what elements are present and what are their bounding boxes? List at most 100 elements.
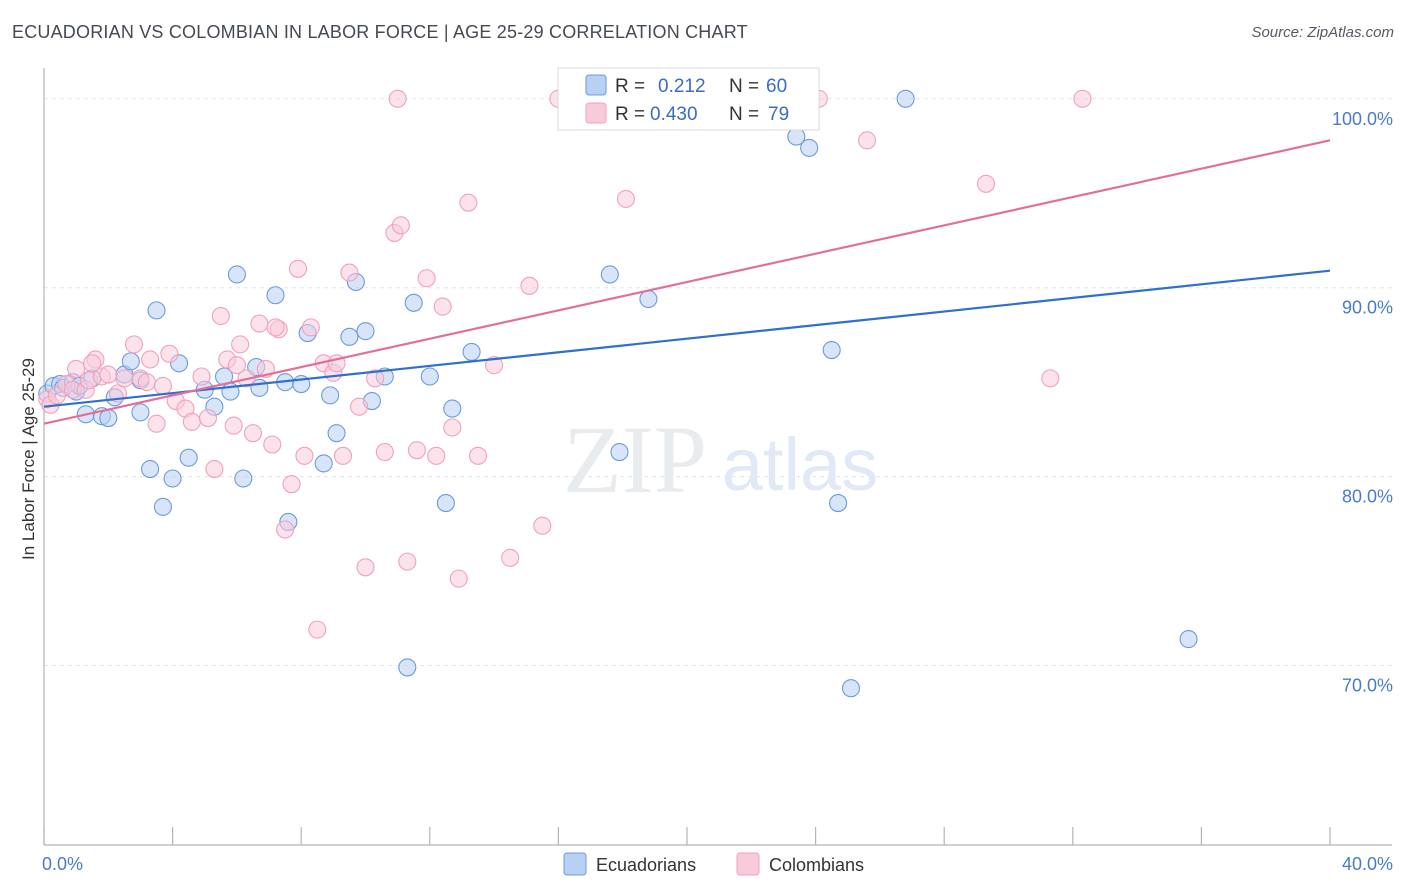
- colombian-point-36: [283, 476, 300, 493]
- data-points: [39, 90, 1197, 696]
- ecuadorian-point-59: [1180, 631, 1197, 648]
- colombian-point-30: [244, 425, 261, 442]
- x-tick-labels: 0.0% 40.0%: [42, 854, 1393, 874]
- colombian-point-35: [277, 521, 294, 538]
- colombian-point-22: [193, 368, 210, 385]
- watermark-atlas: atlas: [722, 423, 878, 506]
- watermark: ZIP atlas: [563, 406, 878, 513]
- ecuadorian-point-18: [154, 498, 171, 515]
- colombian-point-71: [1042, 370, 1059, 387]
- ecuadorian-point-10: [100, 410, 117, 427]
- colombian-point-23: [199, 410, 216, 427]
- colombian-point-52: [408, 442, 425, 459]
- scatter-chart: ZIP atlas 100.0% 90.0% 80.0% 70.0% 0.0% 40.0…: [0, 0, 1406, 892]
- colombian-point-50: [392, 217, 409, 234]
- ecuadorian-point-58: [897, 90, 914, 107]
- axes: [44, 68, 1392, 845]
- colombian-point-21: [183, 413, 200, 430]
- colombian-point-38: [296, 447, 313, 464]
- x-tick-label-1: 40.0%: [1342, 854, 1393, 874]
- ecuadorian-point-48: [463, 343, 480, 360]
- colombian-point-44: [341, 264, 358, 281]
- ecuadorian-point-50: [601, 266, 618, 283]
- colombian-point-24: [206, 461, 223, 478]
- colombian-point-61: [502, 549, 519, 566]
- series-legend: Ecuadorians Colombians: [564, 853, 864, 875]
- legend-r-label-2: R =: [615, 104, 645, 125]
- ecuadorian-point-21: [180, 449, 197, 466]
- legend-r-value-2: 0.430: [650, 104, 698, 125]
- colombian-point-63: [534, 517, 551, 534]
- legend-bottom-swatch-colombians: [737, 853, 759, 875]
- colombian-point-72: [1074, 90, 1091, 107]
- colombian-point-55: [434, 298, 451, 315]
- y-tick-label-3: 70.0%: [1342, 676, 1393, 696]
- ecuadorian-point-35: [315, 455, 332, 472]
- colombian-point-69: [859, 132, 876, 149]
- legend-n-label-2: N =: [729, 104, 759, 125]
- colombian-point-15: [138, 374, 155, 391]
- legend-swatch-colombians: [586, 103, 606, 123]
- colombian-point-57: [450, 570, 467, 587]
- ecuadorian-point-37: [328, 425, 345, 442]
- ecuadorian-point-19: [164, 470, 181, 487]
- colombian-point-46: [357, 559, 374, 576]
- legend-bottom-swatch-ecuadorians: [564, 853, 586, 875]
- y-tick-label-1: 90.0%: [1342, 298, 1393, 318]
- legend-r-value-1: 0.212: [658, 76, 706, 97]
- ecuadorian-point-43: [399, 659, 416, 676]
- colombian-point-13: [126, 336, 143, 353]
- ecuadorian-point-45: [421, 368, 438, 385]
- ecuadorian-point-55: [830, 495, 847, 512]
- y-tick-label-2: 80.0%: [1342, 487, 1393, 507]
- colombian-point-12: [116, 370, 133, 387]
- colombian-point-70: [977, 175, 994, 192]
- legend-n-label-1: N =: [729, 76, 759, 97]
- colombian-point-33: [264, 436, 281, 453]
- correlation-legend: R = 0.212 N = 60 R = 0.430 N = 79: [558, 68, 819, 130]
- ecuadorian-point-54: [801, 139, 818, 156]
- colombian-point-58: [460, 194, 477, 211]
- ecuadorian-point-27: [235, 470, 252, 487]
- ecuadorian-point-26: [228, 266, 245, 283]
- ecuadorian-point-52: [640, 291, 657, 308]
- colombian-point-37: [289, 260, 306, 277]
- ecuadorian-point-44: [405, 294, 422, 311]
- colombian-point-39: [302, 319, 319, 336]
- ecuadorian-point-15: [132, 404, 149, 421]
- ecuadorian-point-38: [341, 328, 358, 345]
- colombian-point-18: [161, 345, 178, 362]
- colombian-point-77: [228, 357, 245, 374]
- colombian-point-76: [142, 351, 159, 368]
- ecuadorian-point-13: [122, 353, 139, 370]
- legend-n-value-2: 79: [768, 104, 789, 125]
- legend-bottom-label-colombians: Colombians: [769, 855, 864, 875]
- colombian-point-75: [84, 355, 101, 372]
- colombian-point-48: [376, 444, 393, 461]
- colombian-point-27: [225, 417, 242, 434]
- colombian-point-56: [444, 419, 461, 436]
- ecuadorian-point-30: [267, 287, 284, 304]
- legend-r-label-1: R =: [615, 76, 645, 97]
- colombian-point-25: [212, 308, 229, 325]
- colombian-point-45: [351, 398, 368, 415]
- colombian-point-40: [309, 621, 326, 638]
- ecuadorian-point-36: [322, 387, 339, 404]
- legend-bottom-label-ecuadorians: Ecuadorians: [596, 855, 696, 875]
- colombian-point-53: [418, 270, 435, 287]
- colombian-point-16: [148, 415, 165, 432]
- colombian-point-74: [267, 319, 284, 336]
- colombian-point-43: [334, 447, 351, 464]
- ecuadorian-point-16: [142, 461, 159, 478]
- colombian-point-54: [428, 447, 445, 464]
- y-tick-label-0: 100.0%: [1332, 109, 1393, 129]
- ecuadorian-point-57: [842, 680, 859, 697]
- watermark-zip: ZIP: [563, 406, 707, 513]
- colombian-point-31: [251, 315, 268, 332]
- colombian-point-73: [389, 90, 406, 107]
- ecuadorian-point-51: [611, 444, 628, 461]
- ecuadorian-point-46: [437, 495, 454, 512]
- ecuadorian-point-47: [444, 400, 461, 417]
- colombian-point-51: [399, 553, 416, 570]
- x-tick-label-0: 0.0%: [42, 854, 83, 874]
